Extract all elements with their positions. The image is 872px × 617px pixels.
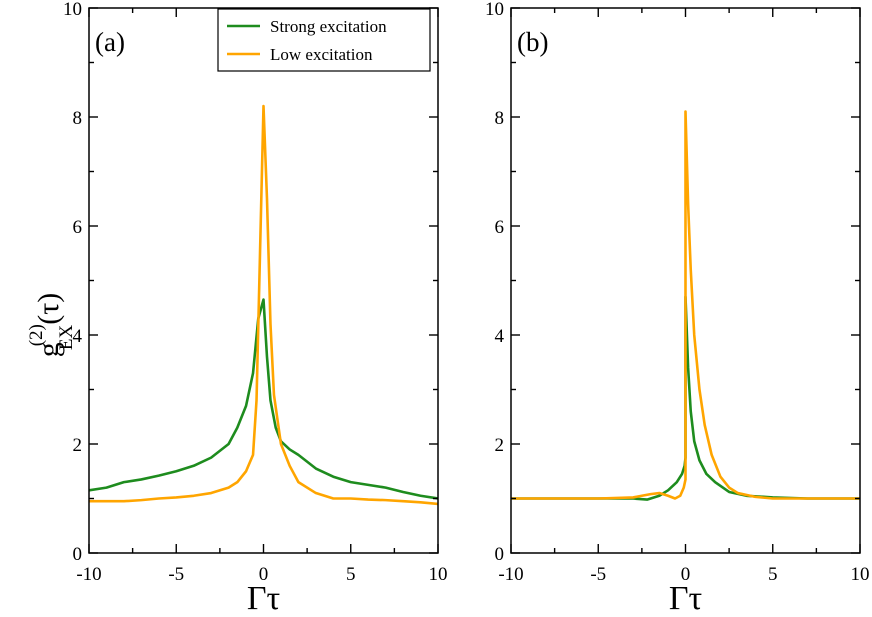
legend-label: Strong excitation	[270, 17, 387, 36]
x-tick-label: 0	[681, 564, 691, 585]
panel-label: (b)	[517, 27, 548, 57]
plot-frame	[88, 7, 439, 554]
y-axis-title-superscript: (2)	[26, 324, 47, 346]
y-tick-label: 2	[495, 435, 505, 456]
y-tick-label: 4	[73, 326, 83, 347]
y-tick-label: 6	[495, 217, 505, 238]
x-axis-title: Γτ	[669, 580, 702, 612]
y-axis-title-subscript: EX	[56, 325, 77, 351]
y-axis-title-arg: (τ)	[32, 293, 65, 325]
x-tick-label: -10	[76, 564, 101, 585]
x-tick-label: -5	[168, 564, 184, 585]
y-axis-title: g(2) EX(τ)	[26, 293, 77, 358]
panel-a: -10 -5 0 5 10 0 2 4 6 8 10 Γτ (a) Strong excitation Lo…	[63, 0, 448, 617]
x-tick-label: -5	[590, 564, 606, 585]
series-line-low	[89, 104, 438, 506]
x-tick-label: 10	[851, 564, 870, 585]
x-tick-label: -10	[498, 564, 523, 585]
legend-box	[217, 8, 431, 72]
y-tick-label: 6	[73, 217, 83, 238]
x-tick-label: 5	[346, 564, 356, 585]
panel-label: (a)	[95, 27, 125, 57]
y-axis-title-base: g	[32, 342, 65, 357]
y-tick-label: 8	[495, 108, 505, 129]
y-tick-label: 4	[495, 326, 505, 347]
legend: Strong excitation Low excitation	[217, 8, 431, 72]
y-tick-label: 2	[73, 435, 83, 456]
y-tick-label: 0	[495, 544, 505, 565]
series-line-strong	[89, 298, 438, 500]
y-tick-label: 10	[485, 0, 504, 20]
panel-b: -10 -5 0 5 10 0 2 4 6 8 10 Γτ (b)	[485, 0, 870, 617]
x-tick-label: 10	[429, 564, 448, 585]
series-line-low	[511, 110, 860, 500]
y-tick-label: 8	[73, 108, 83, 129]
x-tick-label: 5	[768, 564, 778, 585]
legend-label: Low excitation	[270, 45, 373, 64]
x-axis-title: Γτ	[247, 580, 280, 612]
y-tick-label: 10	[63, 0, 82, 20]
x-tick-label: 0	[259, 564, 269, 585]
y-tick-label: 0	[73, 544, 83, 565]
